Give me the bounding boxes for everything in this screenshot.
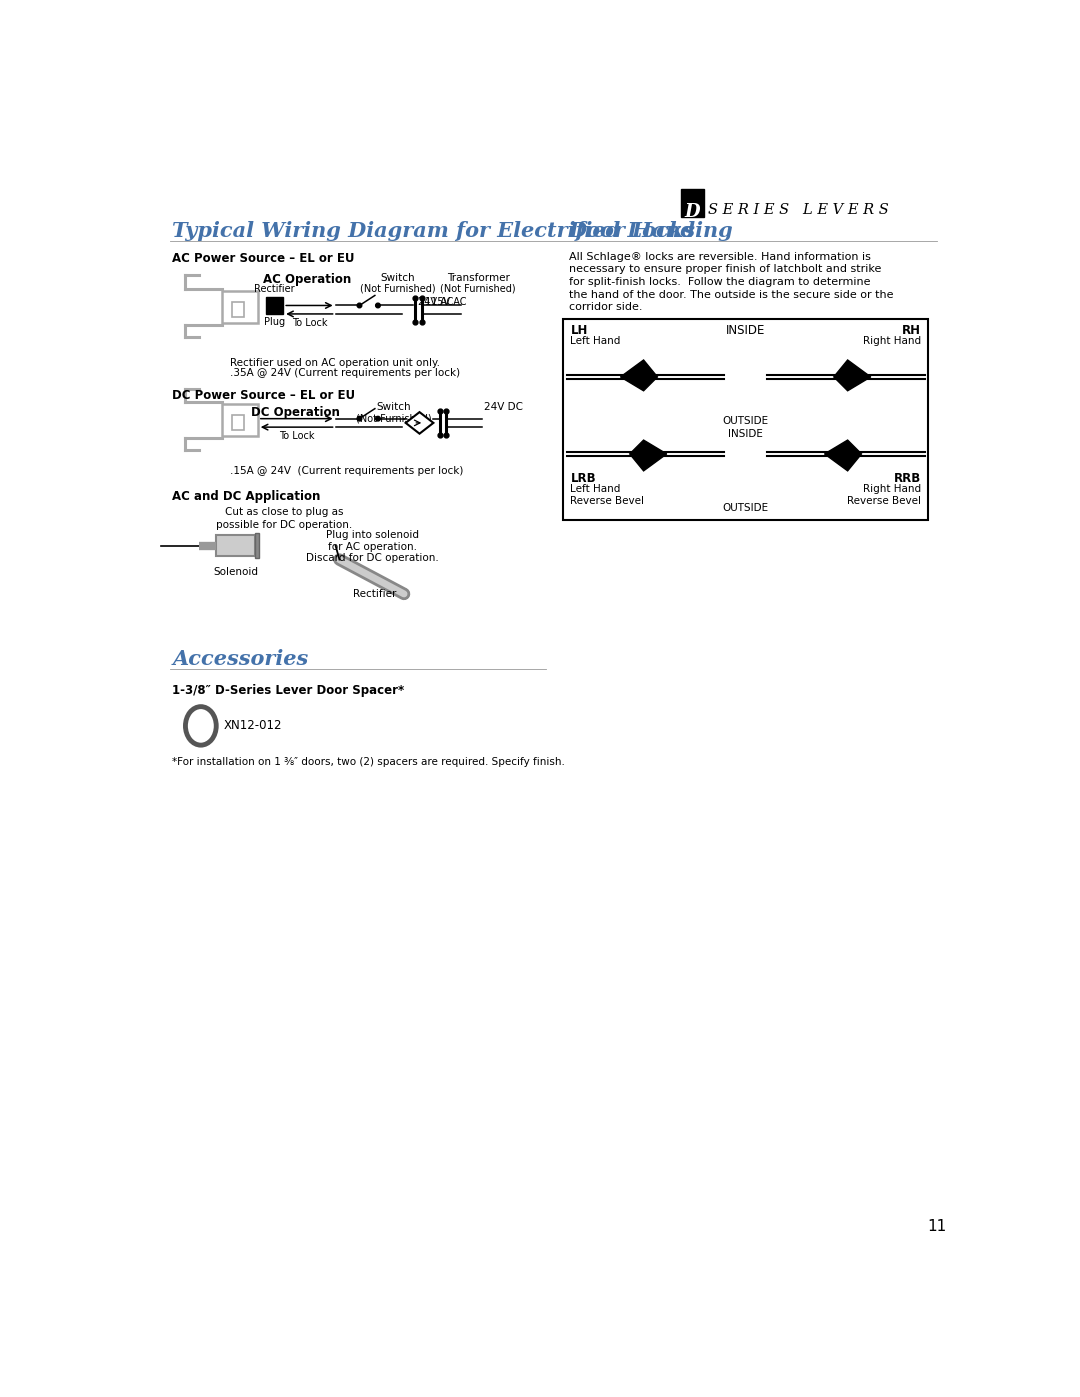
Text: possible for DC operation.: possible for DC operation.: [216, 520, 352, 529]
Text: (Not Furnished): (Not Furnished): [355, 414, 431, 423]
Text: OUTSIDE: OUTSIDE: [723, 503, 769, 513]
Circle shape: [399, 590, 409, 599]
Text: Discard for DC operation.: Discard for DC operation.: [306, 553, 438, 563]
Polygon shape: [824, 440, 862, 471]
Text: .15A @ 24V  (Current requirements per lock): .15A @ 24V (Current requirements per loc…: [230, 465, 463, 475]
Text: 24V AC: 24V AC: [418, 296, 454, 306]
Text: Transformer: Transformer: [447, 274, 510, 284]
Text: LRB: LRB: [570, 472, 596, 485]
Text: INSIDE: INSIDE: [728, 429, 764, 439]
Text: Solenoid: Solenoid: [213, 567, 258, 577]
Text: INSIDE: INSIDE: [726, 324, 766, 337]
Text: AC and DC Application: AC and DC Application: [173, 490, 321, 503]
Text: (Not Furnished): (Not Furnished): [360, 284, 435, 293]
Text: for AC operation.: for AC operation.: [328, 542, 417, 552]
Text: Left Hand: Left Hand: [570, 337, 621, 346]
Circle shape: [376, 303, 380, 307]
Text: To Lock: To Lock: [293, 317, 328, 328]
Text: S E R I E S   L E V E R S: S E R I E S L E V E R S: [707, 203, 888, 217]
Bar: [231, 415, 244, 430]
Polygon shape: [630, 440, 666, 471]
Text: 11: 11: [928, 1220, 946, 1234]
Text: AC Power Source – EL or EU: AC Power Source – EL or EU: [173, 251, 355, 264]
Text: (Not Furnished): (Not Furnished): [441, 284, 516, 293]
Text: Right Hand: Right Hand: [863, 485, 921, 495]
Text: RH: RH: [902, 324, 921, 337]
Polygon shape: [834, 360, 870, 391]
Text: Switch: Switch: [376, 402, 410, 412]
Text: 24V DC: 24V DC: [484, 402, 523, 412]
Bar: [563, 320, 929, 520]
Text: Cut as close to plug as: Cut as close to plug as: [225, 507, 343, 517]
Bar: [216, 535, 255, 556]
Text: DC Operation: DC Operation: [252, 405, 340, 419]
Bar: [267, 298, 283, 314]
Text: Reverse Bevel: Reverse Bevel: [847, 496, 921, 507]
Text: OUTSIDE: OUTSIDE: [723, 416, 769, 426]
Polygon shape: [406, 412, 433, 433]
Ellipse shape: [192, 714, 210, 738]
Text: RRB: RRB: [893, 472, 921, 485]
Text: Rectifier: Rectifier: [353, 588, 396, 599]
Text: LH: LH: [570, 324, 588, 337]
Text: Typical Wiring Diagram for Electrified Locks: Typical Wiring Diagram for Electrified L…: [173, 221, 696, 240]
Bar: [680, 189, 704, 217]
Circle shape: [357, 303, 362, 307]
Bar: [222, 404, 258, 436]
Text: corridor side.: corridor side.: [569, 302, 643, 313]
Text: 115V AC: 115V AC: [424, 296, 467, 306]
Text: Rectifier used on AC operation unit only.: Rectifier used on AC operation unit only…: [230, 358, 441, 367]
Circle shape: [357, 416, 362, 420]
Text: necessary to ensure proper finish of latchbolt and strike: necessary to ensure proper finish of lat…: [569, 264, 881, 274]
Ellipse shape: [186, 707, 216, 745]
Text: All Schlage® locks are reversible. Hand information is: All Schlage® locks are reversible. Hand …: [569, 251, 870, 261]
Text: Left Hand: Left Hand: [570, 485, 621, 495]
Bar: [222, 291, 258, 323]
Text: the hand of the door. The outside is the secure side or the: the hand of the door. The outside is the…: [569, 289, 893, 300]
Text: Switch: Switch: [380, 274, 416, 284]
Text: *For installation on 1 ⅜″ doors, two (2) spacers are required. Specify finish.: *For installation on 1 ⅜″ doors, two (2)…: [173, 757, 565, 767]
Polygon shape: [621, 360, 658, 391]
Bar: [231, 302, 244, 317]
Text: To Lock: To Lock: [279, 432, 314, 441]
Text: Reverse Bevel: Reverse Bevel: [570, 496, 645, 507]
Text: Right Hand: Right Hand: [863, 337, 921, 346]
Text: Plug: Plug: [265, 317, 285, 327]
Text: for split-finish locks.  Follow the diagram to determine: for split-finish locks. Follow the diagr…: [569, 277, 870, 286]
Text: D: D: [685, 203, 700, 221]
Text: Plug into solenoid: Plug into solenoid: [326, 531, 419, 541]
Text: .35A @ 24V (Current requirements per lock): .35A @ 24V (Current requirements per loc…: [230, 367, 460, 377]
Text: Rectifier: Rectifier: [255, 284, 295, 293]
Text: Door Handing: Door Handing: [569, 221, 733, 240]
Text: DC Power Source – EL or EU: DC Power Source – EL or EU: [173, 388, 355, 401]
Text: 1-3/8″ D-Series Lever Door Spacer*: 1-3/8″ D-Series Lever Door Spacer*: [173, 683, 405, 697]
Text: Accessories: Accessories: [173, 648, 309, 669]
Text: AC Operation: AC Operation: [262, 274, 351, 286]
Text: XN12-012: XN12-012: [224, 719, 283, 732]
Circle shape: [376, 416, 380, 420]
Bar: [255, 534, 259, 557]
